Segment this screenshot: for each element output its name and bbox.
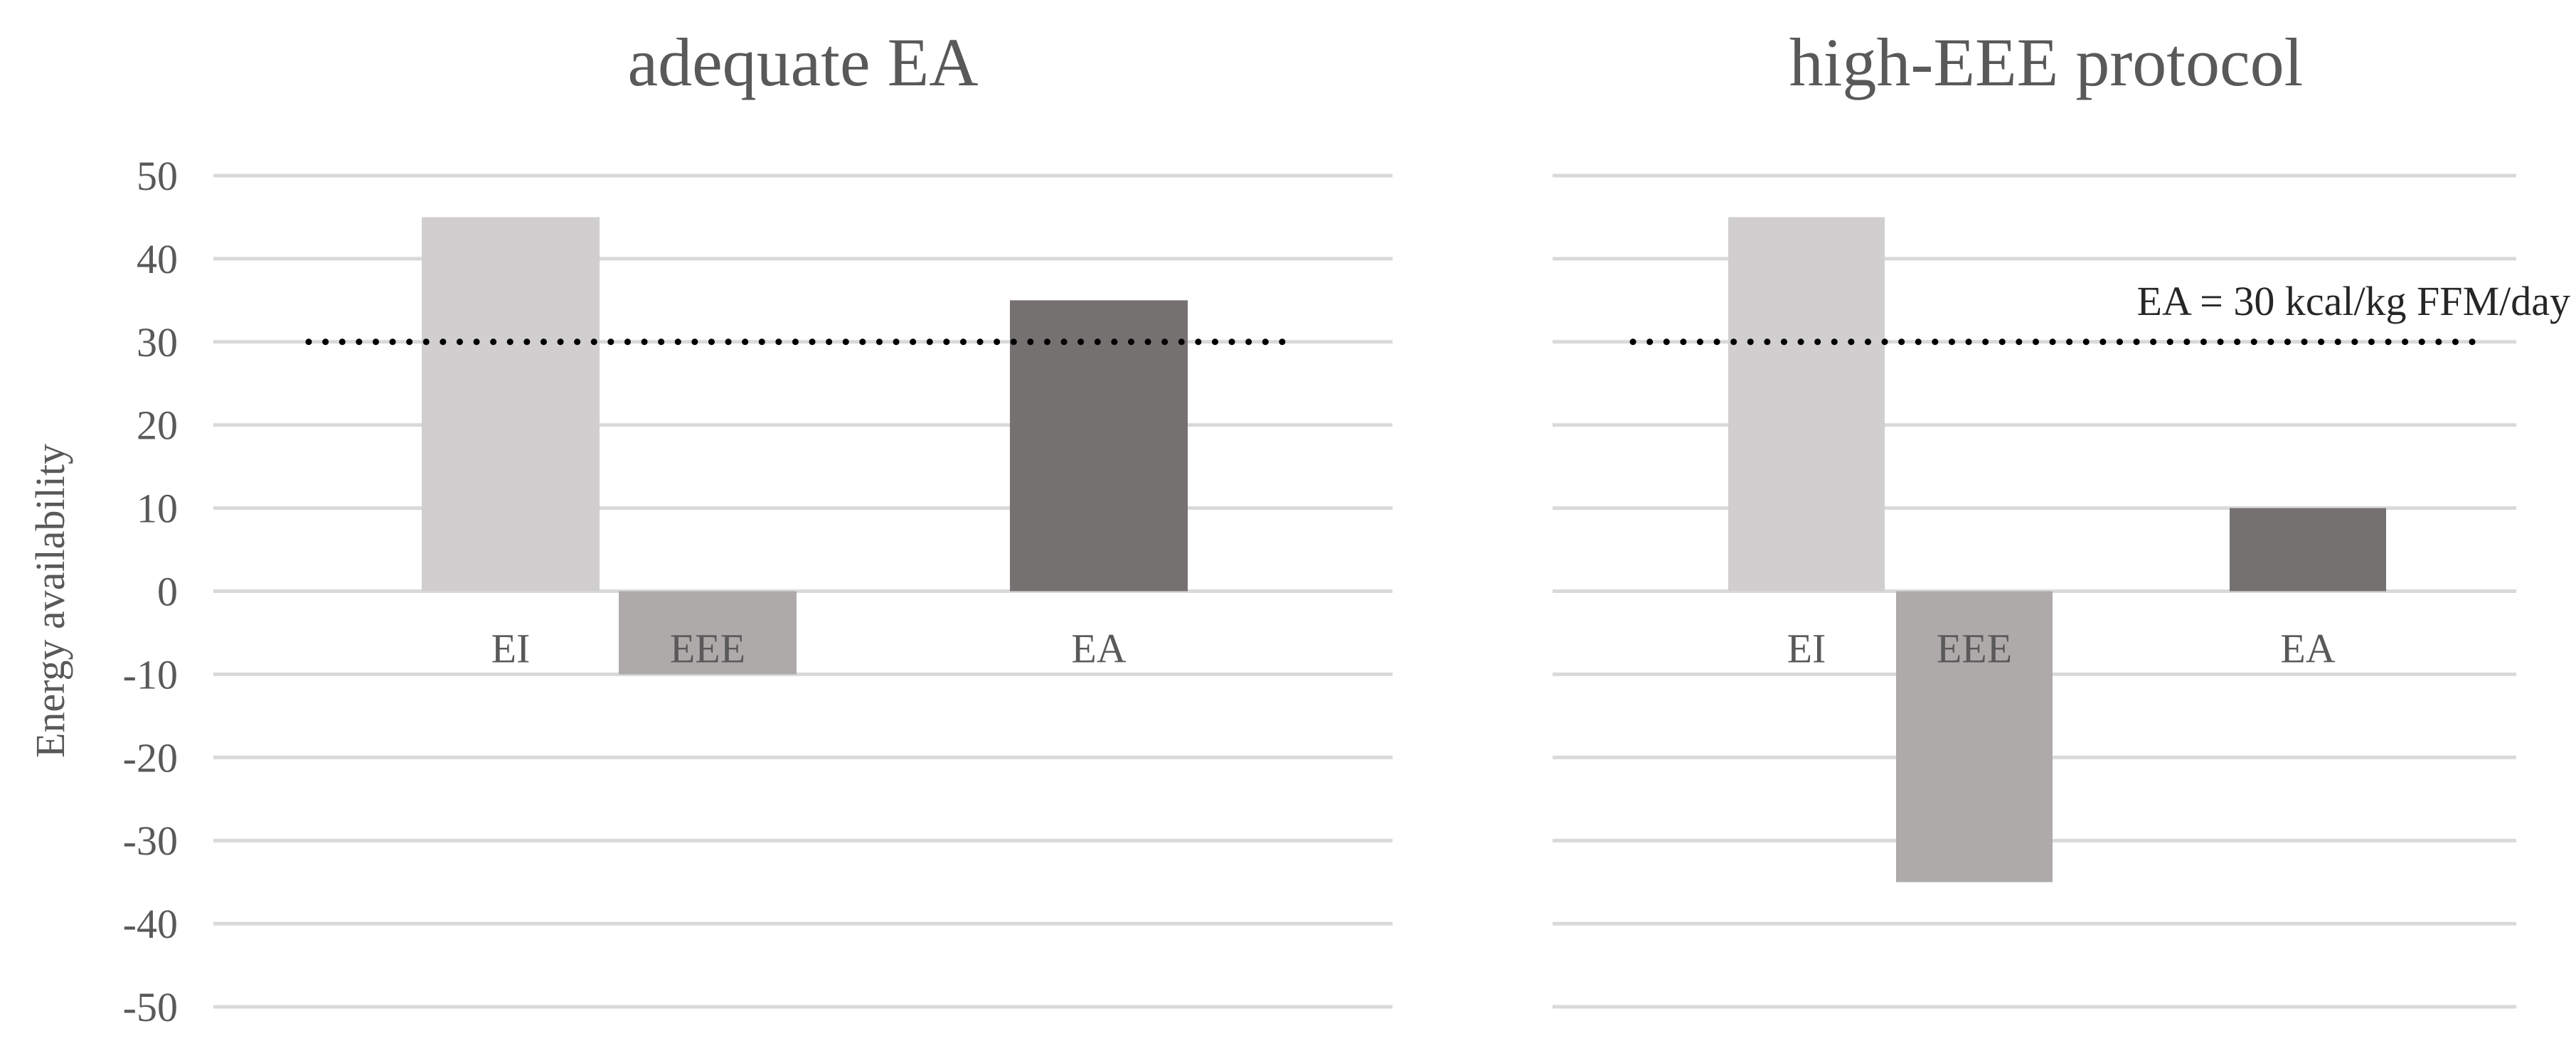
y-tick-label: 0	[157, 569, 178, 615]
y-tick-label: -30	[123, 818, 178, 864]
panel-2: high-EEE protocol EI EEE EA	[1629, 24, 2479, 882]
bar-eee	[619, 591, 797, 675]
y-tick-label: 20	[137, 402, 178, 449]
bar-ea	[2230, 508, 2386, 592]
y-tick-label: -10	[123, 651, 178, 697]
bar-ei	[1728, 217, 1885, 592]
panel-1: adequate EA EI EEE EA	[305, 24, 1302, 675]
category-label-ea: EA	[1071, 626, 1126, 672]
y-axis-title: Energy availability	[27, 444, 73, 758]
threshold-label: EA = 30 kcal/kg FFM/day	[2137, 278, 2570, 324]
y-tick-label: 40	[137, 236, 178, 282]
category-label-eee: EEE	[1937, 626, 2012, 672]
y-tick-label: 30	[137, 319, 178, 365]
y-tick-label: -40	[123, 901, 178, 947]
category-label-ei: EI	[1787, 626, 1826, 672]
y-tick-label: 10	[137, 486, 178, 532]
panel-title: adequate EA	[627, 24, 978, 100]
panel-title: high-EEE protocol	[1789, 24, 2303, 100]
y-tick-labels: 50 40 30 20 10 0 -10 -20 -30 -40 -50	[123, 153, 178, 1030]
category-label-eee: EEE	[670, 626, 745, 672]
bar-ei	[422, 217, 600, 592]
y-tick-label: -50	[123, 984, 178, 1030]
y-tick-label: 50	[137, 153, 178, 199]
bar-eee	[1896, 591, 2053, 882]
y-tick-label: -20	[123, 734, 178, 781]
category-label-ea: EA	[2280, 626, 2335, 672]
chart-panels: adequate EA EI EEE EA high-EEE protocol EI EEE…	[305, 24, 2570, 882]
bar-ea	[1010, 300, 1188, 592]
category-label-ei: EI	[491, 626, 531, 672]
